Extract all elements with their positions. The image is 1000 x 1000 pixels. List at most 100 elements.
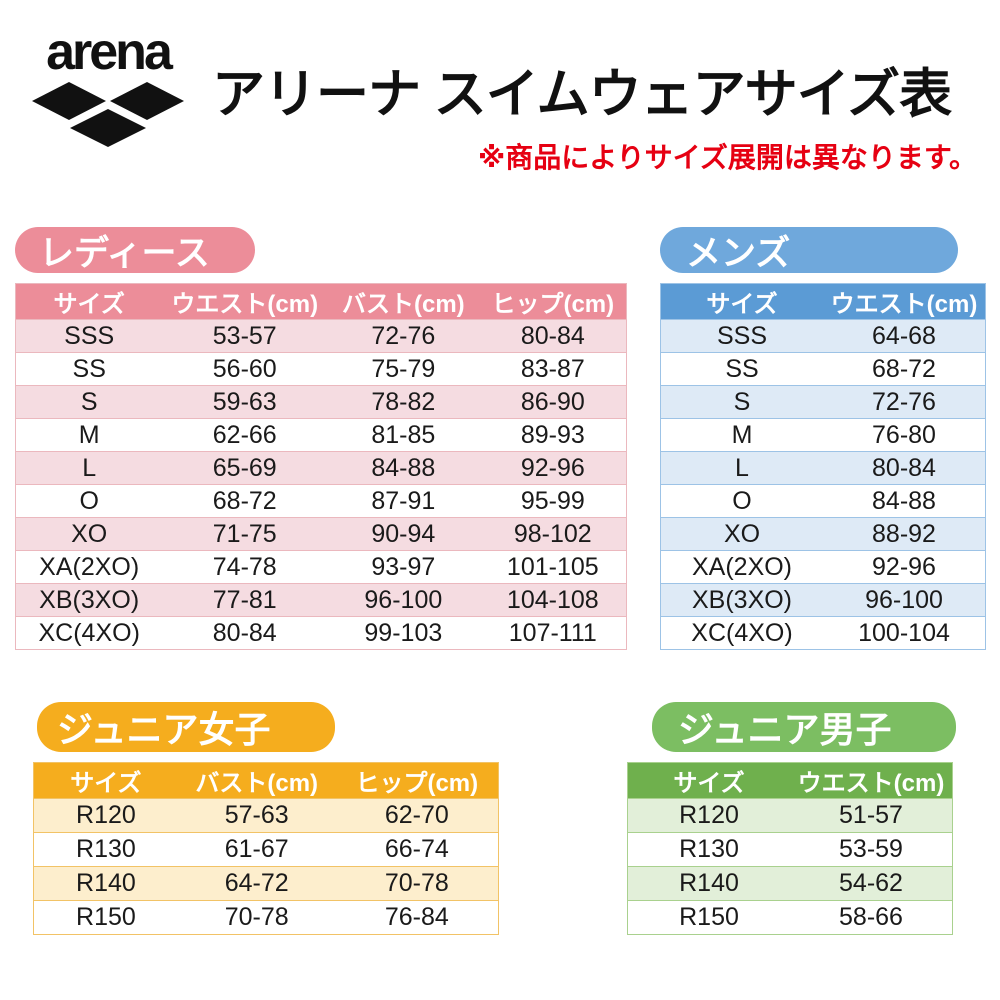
- arena-diamonds-icon: [32, 82, 184, 147]
- size-cell: SSS: [15, 319, 163, 353]
- table-row: SS 68-72: [660, 352, 986, 386]
- measurement-cell: 62-66: [162, 418, 328, 452]
- measurement-cell: 80-84: [479, 319, 627, 353]
- size-cell: M: [15, 418, 163, 452]
- table-row: R130 61-67 66-74: [33, 832, 499, 867]
- measurement-cell: 76-80: [823, 418, 986, 452]
- measurement-cell: 104-108: [479, 583, 627, 617]
- measurement-cell: 84-88: [327, 451, 480, 485]
- measurement-cell: 72-76: [823, 385, 986, 419]
- measurement-cell: 101-105: [479, 550, 627, 584]
- measurement-cell: 96-100: [823, 583, 986, 617]
- column-header: サイズ: [660, 283, 823, 320]
- arena-logo: arena: [28, 26, 188, 148]
- measurement-cell: 96-100: [327, 583, 480, 617]
- table-row: XC(4XO) 100-104: [660, 616, 986, 650]
- column-header: ウエスト(cm): [790, 762, 953, 799]
- column-header: バスト(cm): [177, 762, 336, 799]
- size-cell: XB(3XO): [660, 583, 823, 617]
- column-header: サイズ: [15, 283, 163, 320]
- measurement-cell: 54-62: [790, 866, 953, 901]
- measurement-cell: 86-90: [479, 385, 627, 419]
- table-row: R130 53-59: [627, 832, 953, 867]
- measurement-cell: 76-84: [335, 900, 499, 935]
- measurement-cell: 84-88: [823, 484, 986, 518]
- size-cell: R130: [33, 832, 178, 867]
- size-cell: SSS: [660, 319, 823, 353]
- table-row: S 59-63 78-82 86-90: [15, 385, 627, 419]
- measurement-cell: 89-93: [479, 418, 627, 452]
- column-header: ヒップ(cm): [335, 762, 499, 799]
- table-row: M 76-80: [660, 418, 986, 452]
- measurement-cell: 90-94: [327, 517, 480, 551]
- junior-girls-badge: ジュニア女子: [37, 702, 335, 752]
- measurement-cell: 51-57: [790, 798, 953, 833]
- measurement-cell: 70-78: [335, 866, 499, 901]
- measurement-cell: 93-97: [327, 550, 480, 584]
- ladies-size-table: サイズ ウエスト(cm) バスト(cm) ヒップ(cm) SSS 53-57 72-76 80…: [15, 283, 627, 650]
- measurement-cell: 57-63: [177, 798, 336, 833]
- measurement-cell: 100-104: [823, 616, 986, 650]
- size-cell: XO: [660, 517, 823, 551]
- column-header: ウエスト(cm): [162, 283, 328, 320]
- header-row: サイズ バスト(cm) ヒップ(cm): [33, 762, 499, 799]
- size-cell: M: [660, 418, 823, 452]
- size-cell: SS: [660, 352, 823, 386]
- size-cell: R140: [33, 866, 178, 901]
- junior-boys-size-table: サイズ ウエスト(cm) R120 51-57 R130 53-59 R140 54-62 R1…: [627, 762, 953, 935]
- measurement-cell: 95-99: [479, 484, 627, 518]
- column-header: ウエスト(cm): [823, 283, 986, 320]
- table-row: XB(3XO) 77-81 96-100 104-108: [15, 583, 627, 617]
- size-cell: R150: [627, 900, 790, 935]
- header-row: サイズ ウエスト(cm) バスト(cm) ヒップ(cm): [15, 283, 627, 320]
- column-header: バスト(cm): [327, 283, 480, 320]
- size-cell: O: [660, 484, 823, 518]
- table-row: R150 58-66: [627, 900, 953, 935]
- size-cell: R150: [33, 900, 178, 935]
- measurement-cell: 88-92: [823, 517, 986, 551]
- measurement-cell: 92-96: [823, 550, 986, 584]
- table-row: L 80-84: [660, 451, 986, 485]
- measurement-cell: 65-69: [162, 451, 328, 485]
- measurement-cell: 92-96: [479, 451, 627, 485]
- measurement-cell: 53-59: [790, 832, 953, 867]
- page-title: アリーナ スイムウェアサイズ表: [212, 65, 952, 124]
- table-row: XC(4XO) 80-84 99-103 107-111: [15, 616, 627, 650]
- table-row: XA(2XO) 74-78 93-97 101-105: [15, 550, 627, 584]
- table-row: SS 56-60 75-79 83-87: [15, 352, 627, 386]
- column-header: ヒップ(cm): [479, 283, 627, 320]
- size-cell: S: [660, 385, 823, 419]
- measurement-cell: 77-81: [162, 583, 328, 617]
- measurement-cell: 107-111: [479, 616, 627, 650]
- size-cell: L: [15, 451, 163, 485]
- size-cell: XC(4XO): [15, 616, 163, 650]
- measurement-cell: 59-63: [162, 385, 328, 419]
- measurement-cell: 80-84: [823, 451, 986, 485]
- size-cell: R130: [627, 832, 790, 867]
- table-row: R120 51-57: [627, 798, 953, 833]
- mens-size-table: サイズ ウエスト(cm) SSS 64-68 SS 68-72 S 72-76 M 76-80 L 8…: [660, 283, 986, 650]
- table-row: O 68-72 87-91 95-99: [15, 484, 627, 518]
- mens-badge: メンズ: [660, 227, 958, 273]
- measurement-cell: 56-60: [162, 352, 328, 386]
- table-row: S 72-76: [660, 385, 986, 419]
- measurement-cell: 98-102: [479, 517, 627, 551]
- size-cell: R120: [33, 798, 178, 833]
- table-row: R150 70-78 76-84: [33, 900, 499, 935]
- measurement-cell: 64-68: [823, 319, 986, 353]
- size-cell: XC(4XO): [660, 616, 823, 650]
- junior-boys-badge: ジュニア男子: [652, 702, 956, 752]
- measurement-cell: 83-87: [479, 352, 627, 386]
- table-row: XA(2XO) 92-96: [660, 550, 986, 584]
- size-cell: XB(3XO): [15, 583, 163, 617]
- measurement-cell: 78-82: [327, 385, 480, 419]
- table-row: XO 71-75 90-94 98-102: [15, 517, 627, 551]
- header-row: サイズ ウエスト(cm): [660, 283, 986, 320]
- table-row: XB(3XO) 96-100: [660, 583, 986, 617]
- measurement-cell: 61-67: [177, 832, 336, 867]
- measurement-cell: 68-72: [823, 352, 986, 386]
- measurement-cell: 62-70: [335, 798, 499, 833]
- size-cell: S: [15, 385, 163, 419]
- measurement-cell: 58-66: [790, 900, 953, 935]
